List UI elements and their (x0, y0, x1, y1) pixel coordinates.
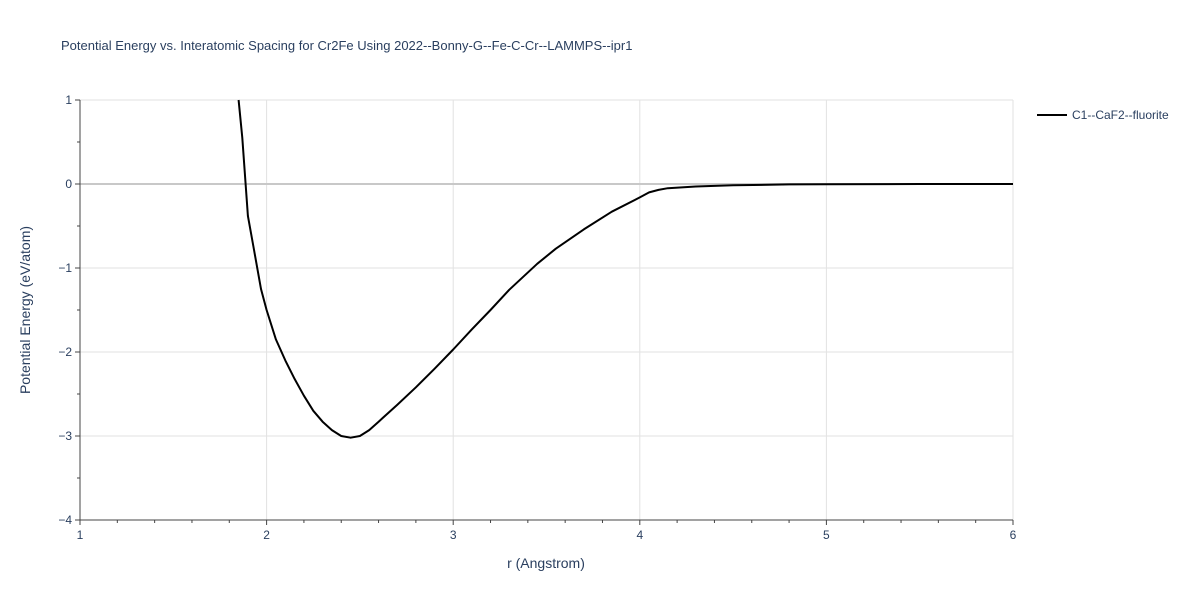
axes (79, 100, 1013, 521)
y-tick-label: −1 (58, 261, 72, 275)
y-tick-label: −3 (58, 429, 72, 443)
x-axis-title: r (Angstrom) (507, 555, 585, 571)
series-layer (237, 99, 1013, 439)
legend[interactable]: C1--CaF2--fluorite (1037, 108, 1169, 122)
series-line[interactable] (237, 99, 1013, 439)
x-tick-label: 5 (823, 528, 830, 542)
x-tick-label: 6 (1010, 528, 1017, 542)
y-axis-title: Potential Energy (eV/atom) (17, 226, 33, 394)
y-axis-ticks: 1 0 −1 −2 −3 −4 (58, 93, 80, 527)
x-tick-label: 3 (450, 528, 457, 542)
x-tick-label: 4 (636, 528, 643, 542)
legend-label: C1--CaF2--fluorite (1072, 108, 1169, 122)
x-tick-label: 2 (263, 528, 270, 542)
y-tick-label: −2 (58, 345, 72, 359)
chart-title: Potential Energy vs. Interatomic Spacing… (61, 38, 632, 53)
y-tick-label: 0 (65, 177, 72, 191)
gridlines (80, 99, 1014, 520)
y-tick-label: −4 (58, 513, 72, 527)
x-axis-ticks: 1 2 3 4 5 6 (77, 520, 1017, 542)
y-tick-label: 1 (65, 93, 72, 107)
x-tick-label: 1 (77, 528, 84, 542)
